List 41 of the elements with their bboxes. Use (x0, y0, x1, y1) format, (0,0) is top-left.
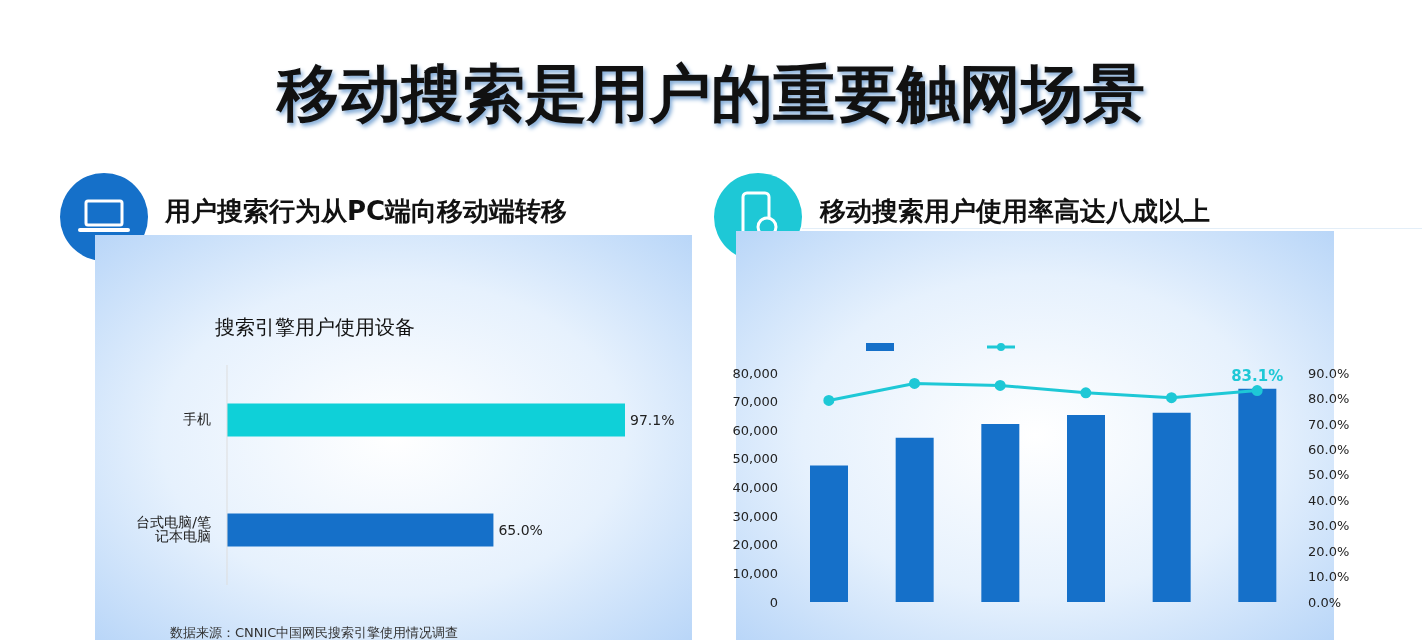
y-tick-label: 40.0% (1308, 492, 1350, 508)
y-tick-label: 30,000 (732, 508, 778, 524)
chart-subtitle: 搜索引擎用户使用设备 (215, 314, 415, 341)
data-label: 83.1% (1231, 366, 1284, 385)
text: 移动搜索是用户的重要触网场景 (275, 56, 1146, 132)
chart-title: 用户搜索行为从PC端向移动端转移 (165, 195, 568, 228)
y-tick-label: 20.0% (1308, 543, 1350, 559)
y-tick-label: 90.0% (1308, 365, 1350, 381)
point (1166, 392, 1177, 404)
y-tick-label: 10.0% (1308, 569, 1350, 585)
y-tick-label: 60.0% (1308, 441, 1350, 457)
point (823, 394, 835, 406)
y-tick-label: 10,000 (732, 565, 778, 581)
y-tick-label: 70.0% (1308, 416, 1350, 432)
point (909, 377, 920, 389)
data-label: 97.1% (630, 411, 675, 428)
bar (1238, 388, 1277, 602)
point (994, 379, 1006, 391)
y-tick-label: 台式电脑/笔记本电脑 (136, 514, 211, 544)
y-tick-label: 0 (769, 594, 778, 610)
bar (810, 465, 848, 602)
source-note: 数据来源：CNNIC中国网民搜索引擎使用情况调查 (170, 624, 459, 640)
y-tick-label: 手机 (183, 411, 211, 427)
point (1080, 387, 1092, 399)
chart-title: 移动搜索用户使用率高达八成以上 (820, 195, 1210, 228)
point (1251, 385, 1263, 397)
y-tick-label: 0.0% (1308, 594, 1342, 610)
y-tick-label: 60,000 (732, 422, 778, 438)
bar (981, 423, 1020, 602)
y-tick-label: 40,000 (732, 480, 778, 496)
y-tick-label: 50.0% (1308, 467, 1350, 483)
y-tick-label: 70,000 (732, 394, 778, 410)
y-tick-label: 50,000 (732, 451, 778, 467)
y-tick-label: 30.0% (1308, 518, 1350, 534)
bar (895, 437, 934, 602)
data-label: 65.0% (498, 521, 543, 538)
bar (1067, 415, 1105, 602)
y-tick-label: 80,000 (732, 365, 778, 381)
y-tick-label: 80.0% (1308, 391, 1350, 407)
bar (1152, 412, 1191, 602)
y-tick-label: 20,000 (732, 537, 778, 553)
